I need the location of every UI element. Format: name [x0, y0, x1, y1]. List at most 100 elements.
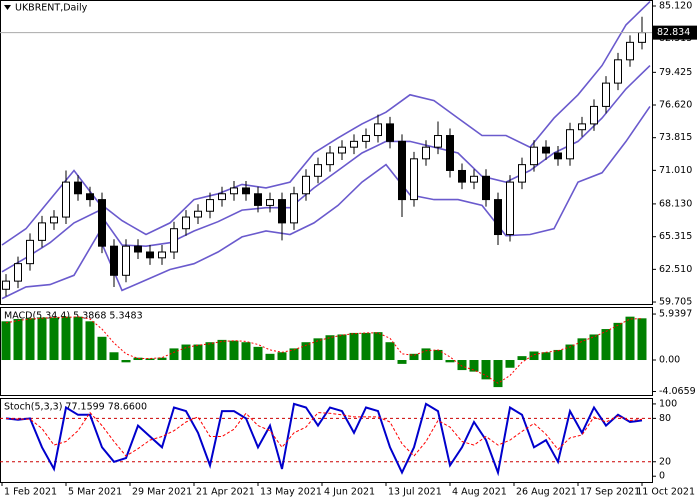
macd-bar: [517, 356, 527, 361]
x-tick-label: 5 Mar 2021: [68, 487, 122, 498]
y-tick-label: 80: [659, 413, 671, 424]
candle-body: [170, 228, 178, 253]
candle-body: [602, 82, 610, 107]
y-tick-label: 79.425: [659, 67, 692, 78]
candle-body: [410, 158, 418, 201]
macd-bar: [541, 352, 551, 361]
y-tick-label: 85.120: [659, 1, 692, 12]
macd-bar: [361, 332, 371, 361]
macd-bar: [157, 357, 167, 361]
candle-body: [338, 146, 346, 154]
x-tick-label: 13 May 2021: [260, 487, 322, 498]
macd-bar: [589, 334, 599, 361]
macd-bar: [565, 344, 575, 361]
symbol-menu-arrow[interactable]: [4, 5, 11, 10]
macd-bar: [145, 358, 155, 361]
macd-bar: [13, 318, 23, 361]
candle-body: [326, 152, 334, 166]
candle-body: [110, 245, 118, 276]
stoch-panel-frame: [0, 398, 653, 483]
macd-bar: [37, 317, 47, 361]
x-tick-label: 29 Mar 2021: [132, 487, 192, 498]
y-tick-label: 71.010: [659, 165, 692, 176]
candle-body: [158, 251, 166, 259]
y-tick-label: 68.130: [659, 198, 692, 209]
macd-bar: [385, 342, 395, 361]
x-tick-label: 17 Sep 2021: [580, 487, 640, 498]
macd-bar: [457, 360, 467, 371]
candle-body: [530, 146, 538, 166]
candle-body: [494, 199, 502, 236]
macd-bar: [229, 340, 239, 361]
macd-bar: [61, 316, 71, 361]
macd-bar: [469, 360, 479, 372]
candle-body: [98, 199, 106, 247]
x-tick-label: 11 Oct 2021: [636, 487, 695, 498]
candle-body: [194, 210, 202, 218]
candle-body: [422, 146, 430, 160]
y-tick-label: 0: [659, 471, 665, 482]
y-tick-label: 65.315: [659, 231, 692, 242]
candle-body: [302, 175, 310, 195]
macd-bar: [205, 342, 215, 361]
stoch-signal: [5, 411, 643, 457]
candle-body: [578, 123, 586, 131]
candle-body: [230, 187, 238, 195]
candle-body: [398, 140, 406, 201]
macd-bar: [73, 316, 83, 361]
macd-bar: [637, 318, 647, 361]
candle-body: [350, 140, 358, 148]
candle-body: [290, 193, 298, 224]
macd-bar: [265, 353, 275, 361]
candle-body: [86, 193, 94, 201]
y-tick-label: 100: [659, 398, 677, 409]
stoch-main: [5, 402, 643, 477]
candle-body: [38, 222, 46, 241]
candle-body: [542, 146, 550, 154]
candle-body: [278, 199, 286, 224]
macd-bar: [133, 357, 143, 361]
candle-body: [614, 59, 622, 84]
macd-bar: [289, 348, 299, 361]
candle-body: [626, 41, 634, 61]
candle-body: [566, 129, 574, 160]
macd-bar: [49, 317, 59, 361]
macd-bar: [85, 321, 95, 361]
current-price-label: 82.834: [657, 27, 690, 38]
candle-body: [446, 135, 454, 171]
y-tick-label: 5.9397: [659, 309, 692, 320]
x-tick-label: 21 Apr 2021: [196, 487, 255, 498]
candle-body: [554, 152, 562, 160]
candle-body: [2, 280, 10, 290]
chart-title: UKBRENT,Daily: [15, 3, 88, 14]
macd-bar: [373, 332, 383, 361]
candle-body: [254, 193, 262, 206]
macd-bar: [625, 316, 635, 361]
candle-body: [266, 199, 274, 206]
y-tick-label: 20: [659, 456, 671, 467]
macd-bar: [181, 344, 191, 361]
candle-body: [518, 164, 526, 183]
macd-bar: [313, 338, 323, 361]
candle-body: [26, 239, 34, 265]
price-panel-frame: [0, 0, 653, 305]
candle-body: [182, 216, 190, 230]
y-tick-label: 73.815: [659, 132, 692, 143]
macd-bar: [217, 339, 227, 361]
x-tick-label: 26 Aug 2021: [516, 487, 577, 498]
macd-bar: [445, 360, 455, 363]
macd-bar: [577, 338, 587, 361]
candle-body: [134, 245, 142, 253]
x-tick-label: 4 Aug 2021: [452, 487, 507, 498]
macd-bar: [397, 360, 407, 364]
y-tick-label: 76.620: [659, 100, 692, 111]
macd-bar: [109, 352, 119, 361]
candle-body: [242, 187, 250, 195]
macd-bar: [121, 360, 131, 363]
candle-body: [434, 135, 442, 148]
candle-body: [206, 199, 214, 212]
candle-body: [362, 135, 370, 142]
candle-body: [638, 32, 646, 43]
